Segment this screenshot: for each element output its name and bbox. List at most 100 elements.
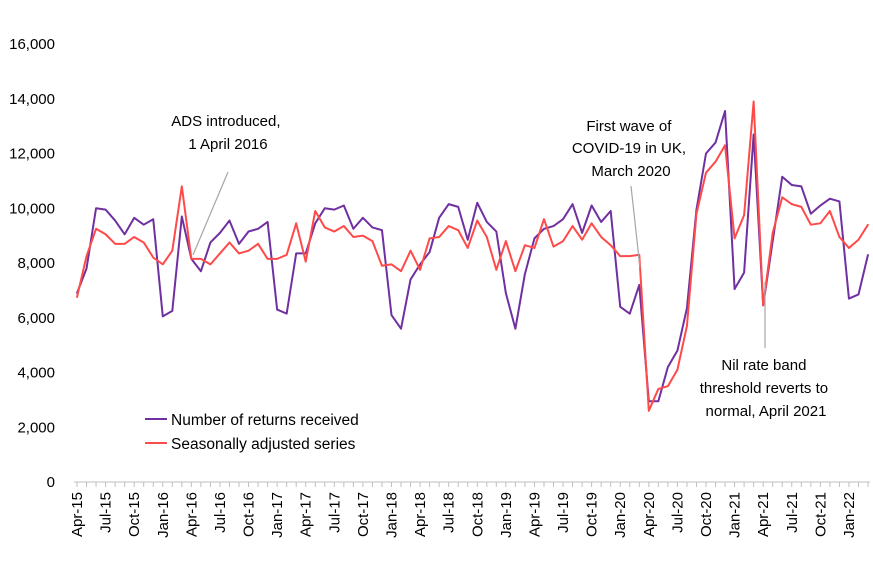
data-point: [495, 230, 498, 233]
data-point: [552, 245, 555, 248]
data-point: [371, 226, 374, 229]
data-point: [829, 197, 831, 200]
data-point: [533, 237, 536, 240]
data-point: [247, 230, 250, 233]
annotation-covid-line-1: First wave of: [586, 118, 672, 135]
data-point: [200, 258, 202, 260]
data-point: [819, 222, 822, 225]
data-point: [628, 312, 631, 315]
data-point: [667, 385, 669, 387]
data-point: [571, 225, 574, 227]
data-point: [419, 263, 421, 266]
y-tick-label: 14,000: [9, 91, 55, 108]
data-point: [304, 252, 307, 255]
data-point: [733, 237, 736, 240]
data-point: [171, 310, 174, 312]
data-point: [724, 144, 726, 147]
data-point: [276, 308, 278, 311]
y-tick-label: 2,000: [17, 419, 55, 436]
data-point: [352, 227, 355, 230]
data-point: [219, 252, 221, 255]
data-point: [495, 269, 498, 271]
data-point: [657, 388, 660, 390]
data-point: [543, 227, 545, 230]
data-point: [447, 203, 450, 205]
data-point: [743, 271, 745, 274]
data-point: [390, 314, 393, 316]
x-tick-label: Apr-16: [183, 492, 200, 537]
data-point: [333, 208, 336, 211]
data-point: [238, 243, 240, 245]
data-point: [638, 284, 641, 286]
x-tick-label: Oct-16: [241, 492, 258, 537]
data-point: [505, 292, 507, 294]
data-point: [676, 349, 679, 352]
data-point: [609, 244, 612, 247]
data-point: [781, 196, 784, 199]
data-point: [428, 237, 431, 240]
x-tick-label: Apr-21: [755, 492, 772, 537]
data-point: [476, 219, 479, 222]
annotation-nrb-line-2: threshold reverts to: [700, 380, 828, 397]
data-point: [428, 251, 431, 253]
data-point: [533, 247, 536, 249]
annotation-covid: First wave of COVID-19 in UK, March 2020: [572, 118, 690, 180]
data-point: [676, 368, 679, 371]
data-point: [323, 226, 326, 229]
x-tick-label: Jul-18: [441, 492, 458, 533]
data-point: [390, 263, 393, 266]
annotation-nrb: Nil rate band threshold reverts to norma…: [700, 357, 833, 420]
data-point: [381, 264, 383, 267]
data-point: [181, 215, 183, 218]
data-point: [505, 240, 507, 242]
data-point: [486, 236, 488, 238]
data-point: [409, 249, 412, 252]
data-point: [238, 252, 240, 255]
y-tick-label: 12,000: [9, 146, 55, 163]
data-point: [705, 152, 707, 155]
data-point: [190, 258, 193, 260]
data-point: [371, 240, 374, 242]
data-point: [114, 219, 116, 222]
data-point: [266, 258, 269, 260]
data-point: [285, 253, 288, 256]
data-point: [295, 222, 297, 225]
data-point: [228, 241, 231, 244]
data-point: [314, 222, 317, 225]
annotation-nrb-line-1: Nil rate band: [721, 357, 806, 374]
x-tick-label: Oct-19: [584, 492, 601, 537]
data-point: [476, 201, 479, 204]
annotation-covid-line-3: March 2020: [591, 163, 670, 180]
data-point: [285, 312, 288, 315]
data-point: [323, 207, 326, 210]
legend-label-seasonal: Seasonally adjusted series: [171, 436, 356, 453]
series-line: [76, 100, 869, 412]
x-tick-label: Jan-20: [612, 492, 629, 538]
data-point: [123, 243, 126, 245]
y-axis-tick-labels: 0 2,000 4,000 6,000 8,000 10,000 12,000 14,000 1…: [9, 36, 55, 491]
data-point: [257, 227, 259, 230]
data-point: [133, 217, 135, 219]
x-tick-label: Oct-17: [355, 492, 372, 537]
x-tick-label: Jan-21: [727, 492, 744, 538]
x-axis-tick-labels: Apr-15 Jul-15 Oct-15 Jan-16 Apr-16 Jul-16 Oct-…: [69, 492, 858, 538]
data-point: [524, 244, 526, 247]
data-point: [867, 253, 869, 256]
data-point: [447, 225, 450, 227]
x-tick-label: Jul-20: [669, 492, 686, 533]
data-point: [409, 278, 412, 281]
data-point: [762, 304, 764, 307]
data-point: [667, 366, 669, 368]
x-tick-label: Apr-17: [298, 492, 315, 537]
data-point: [571, 203, 574, 205]
data-point: [848, 247, 850, 249]
data-point: [771, 232, 774, 234]
data-point: [266, 221, 269, 223]
data-point: [552, 225, 555, 227]
data-point: [228, 219, 231, 222]
data-point: [133, 236, 135, 238]
data-point: [705, 171, 707, 174]
y-tick-label: 16,000: [9, 36, 55, 53]
data-point: [829, 210, 831, 212]
data-point: [648, 410, 650, 412]
